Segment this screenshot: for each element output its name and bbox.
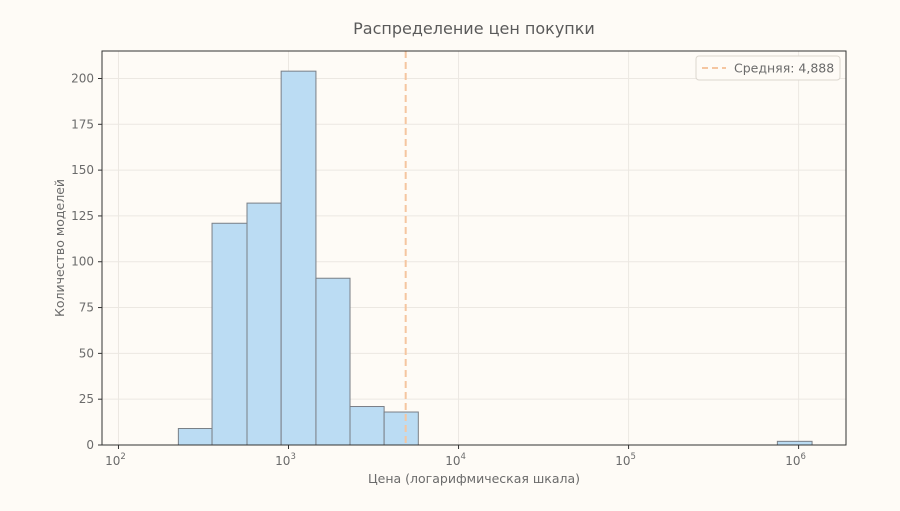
histogram-bar-3 <box>280 70 317 446</box>
x-tick-label-1: 103 <box>275 452 296 468</box>
legend: Средняя: 4,888 <box>695 55 841 81</box>
y-tick-label-3: 75 <box>79 301 94 315</box>
histogram-bar-2 <box>246 202 282 446</box>
histogram-bar-4 <box>315 277 351 446</box>
histogram-bar-6 <box>383 411 419 446</box>
x-axis-ticks: 102 103 104 105 106 <box>105 445 806 468</box>
y-tick-label-4: 100 <box>71 255 94 269</box>
legend-mean-label: Средняя: 4,888 <box>734 61 834 76</box>
y-tick-label-1: 25 <box>79 392 94 406</box>
y-axis-label: Количество моделей <box>52 179 67 317</box>
y-axis-ticks: 0 25 50 75 100 125 150 175 200 <box>71 71 102 452</box>
y-tick-label-2: 50 <box>79 346 94 360</box>
y-tick-label-8: 200 <box>71 71 94 85</box>
chart-title: Распределение цен покупки <box>353 19 595 38</box>
plot-area-frame <box>101 50 847 446</box>
histogram-bar-5 <box>349 406 385 446</box>
histogram-bar-7 <box>776 440 813 446</box>
x-axis-label: Цена (логарифмическая шкала) <box>368 471 580 486</box>
histogram-bar-0 <box>177 428 213 446</box>
y-tick-label-5: 125 <box>71 209 94 223</box>
y-tick-label-7: 175 <box>71 117 94 131</box>
y-tick-label-6: 150 <box>71 163 94 177</box>
histogram-bars <box>177 70 813 446</box>
x-tick-label-2: 104 <box>445 452 466 468</box>
x-tick-label-3: 105 <box>615 452 636 468</box>
x-tick-label-4: 106 <box>785 452 806 468</box>
histogram-bar-1 <box>211 222 248 446</box>
y-tick-label-0: 0 <box>86 438 94 452</box>
x-tick-label-0: 102 <box>105 452 126 468</box>
legend-box <box>695 55 841 81</box>
